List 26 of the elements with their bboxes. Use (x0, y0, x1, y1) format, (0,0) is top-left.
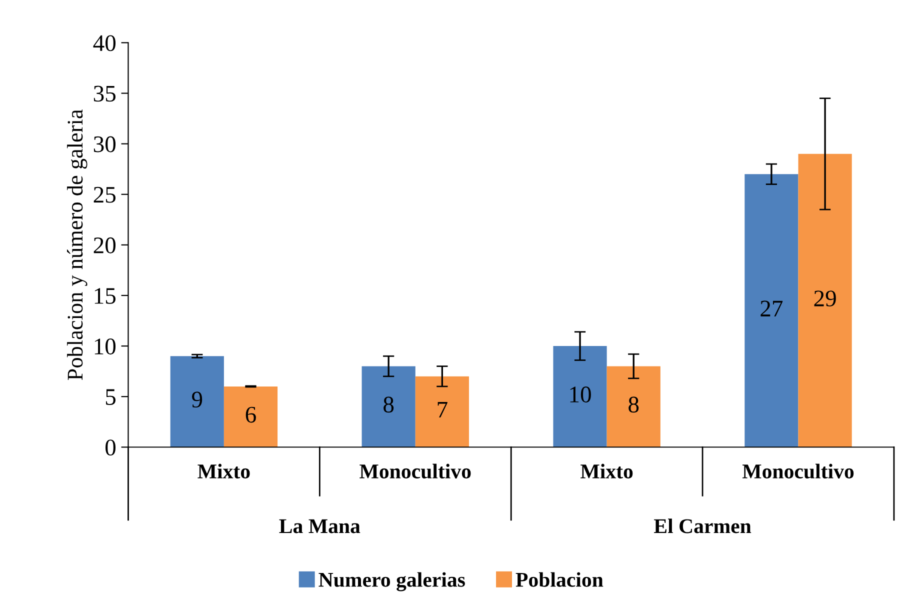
y-tick-label: 40 (93, 35, 116, 52)
y-tick-label: 0 (106, 440, 116, 456)
y-tick-label: 35 (94, 86, 116, 102)
y-tick-label: 10 (94, 338, 116, 354)
x-tick-label: Mixto (198, 464, 250, 478)
data-label: 7 (438, 402, 448, 418)
x-tick-label: Mixto (580, 464, 633, 478)
x-tick-label: Monocultivo (360, 464, 471, 479)
legend-label: Poblacion (516, 572, 604, 587)
y-tick-label: 25 (94, 186, 116, 203)
data-label: 9 (192, 392, 202, 408)
y-tick-label: 5 (106, 389, 116, 405)
text: El Carmen (654, 518, 752, 534)
text: La Mana (279, 519, 360, 534)
x-tick-label: Monocultivo (742, 464, 854, 479)
data-label: 10 (570, 386, 591, 402)
data-label: 29 (814, 290, 836, 306)
data-label: 8 (628, 396, 639, 413)
data-label: 6 (246, 406, 256, 423)
data-label: 8 (384, 396, 394, 413)
y-axis-title: Poblacion y número de galeria (67, 109, 88, 380)
y-tick-label: 15 (94, 288, 116, 304)
legend-label: Numero galerias (318, 572, 465, 592)
y-tick-label: 20 (94, 237, 116, 254)
data-label: 27 (760, 300, 783, 316)
y-tick-label: 30 (94, 136, 116, 152)
